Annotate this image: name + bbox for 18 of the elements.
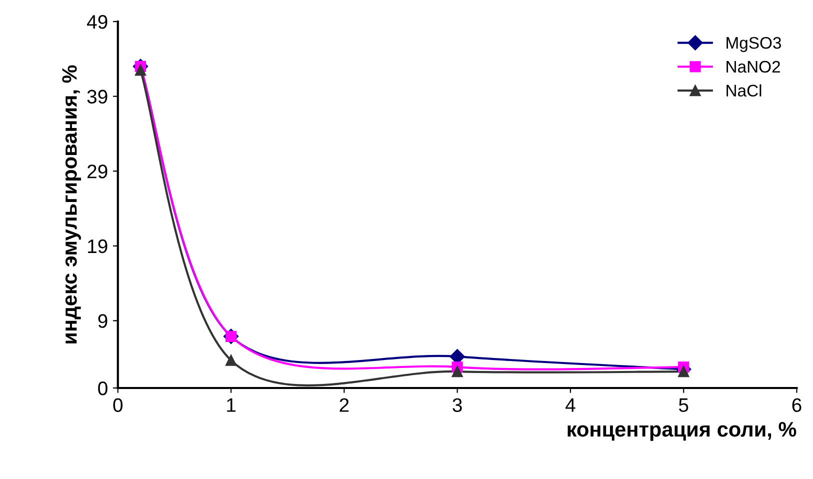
- x-axis-title: концентрация соли, %: [568, 422, 796, 441]
- x-tick-label: 6: [792, 398, 802, 412]
- y-tick-label: 9: [98, 314, 108, 328]
- y-tick-label: 19: [88, 239, 108, 254]
- x-tick-label: 1: [227, 398, 236, 412]
- legend-label: NaNO2: [726, 60, 780, 73]
- y-tick-label: 39: [87, 90, 108, 104]
- x-tick-label: 2: [340, 398, 349, 412]
- y-tick-label: 0: [98, 381, 108, 396]
- x-tick-label: 3: [452, 398, 462, 412]
- legend-label: NaCl: [726, 84, 762, 97]
- y-tick-label: 49: [86, 15, 108, 29]
- x-tick-label: 4: [565, 398, 576, 412]
- y-axis-title: индекс эмульгирования, %: [62, 65, 81, 344]
- x-tick-label: 0: [113, 398, 123, 412]
- legend-label: MgSO3: [726, 36, 782, 52]
- y-tick-label: 29: [88, 164, 108, 178]
- x-tick-label: 5: [678, 398, 688, 412]
